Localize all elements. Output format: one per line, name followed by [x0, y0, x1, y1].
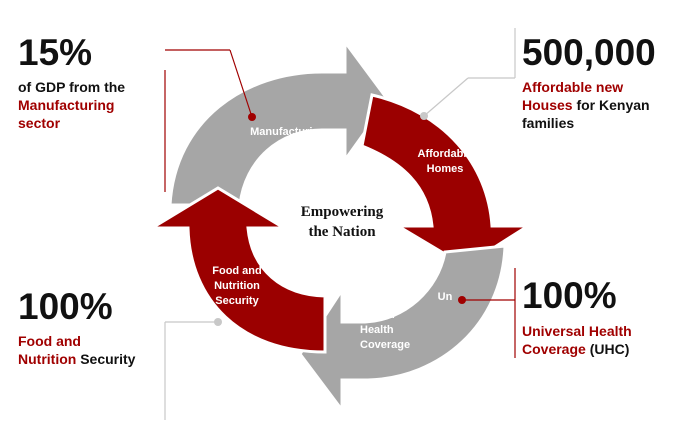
segment-label-food-3: Security	[215, 295, 259, 307]
stat-manufacturing-value: 15%	[18, 32, 93, 73]
stat-homes-line2-plain: for Kenyan	[572, 97, 650, 113]
stat-food-description: Food and Nutrition Security	[18, 332, 135, 368]
segment-label-manufacturing: Manufacturing	[250, 126, 326, 138]
segment-label-homes-1: Affordable	[418, 148, 473, 160]
stat-food-line2-plain: Security	[76, 351, 136, 367]
stat-homes-line2: Houses for Kenyan	[522, 96, 650, 114]
stat-manufacturing-description: of GDP from the Manufacturing sector	[18, 78, 125, 132]
segment-label-food-2: Nutrition	[214, 280, 260, 292]
stat-food-line1: Food and	[18, 333, 81, 349]
center-label-line2: the Nation	[308, 224, 376, 240]
stat-manufacturing-line3: sector	[18, 115, 61, 131]
stat-food-line2-red: Nutrition	[18, 351, 77, 367]
connector-food	[164, 318, 222, 420]
stat-homes-description: Affordable new Houses for Kenyan familie…	[522, 78, 650, 132]
stat-food-value: 100%	[18, 286, 113, 327]
stat-health-line2: Coverage (UHC)	[522, 340, 632, 358]
segment-label-health-2: Health	[360, 324, 394, 336]
stat-health-line2-plain: (UHC)	[585, 341, 630, 357]
stat-food-line2: Nutrition Security	[18, 350, 135, 368]
segment-label-health-un: Un	[438, 291, 453, 303]
segment-food-arrow	[146, 186, 327, 354]
connector-health	[458, 268, 516, 358]
stat-health-line2-red: Coverage	[522, 341, 586, 357]
stat-homes-value: 500,000	[522, 32, 656, 73]
segment-manufacturing-arrow	[168, 37, 390, 207]
stat-health-line1: Universal Health	[522, 323, 632, 339]
stat-homes-line1: Affordable new	[522, 79, 624, 95]
segment-label-homes-2: Homes	[427, 163, 464, 175]
segment-label-food-1: Food and	[212, 265, 262, 277]
connector-homes	[420, 28, 516, 120]
segment-label-health-1: iversal	[360, 309, 395, 321]
segment-health-arrow	[298, 244, 507, 415]
center-label-line1: Empowering	[301, 204, 384, 220]
stat-homes-line2-red: Houses	[522, 97, 573, 113]
stat-manufacturing-line2: Manufacturing	[18, 97, 115, 113]
segment-label-health-3: Coverage	[360, 339, 410, 351]
segment-homes-arrow	[360, 93, 534, 268]
stat-homes-line3: families	[522, 115, 575, 131]
stat-health-value: 100%	[522, 275, 617, 316]
stat-manufacturing-line1: of GDP from the	[18, 79, 126, 95]
connector-manufacturing	[164, 49, 256, 192]
stat-health-description: Universal Health Coverage (UHC)	[522, 322, 632, 358]
